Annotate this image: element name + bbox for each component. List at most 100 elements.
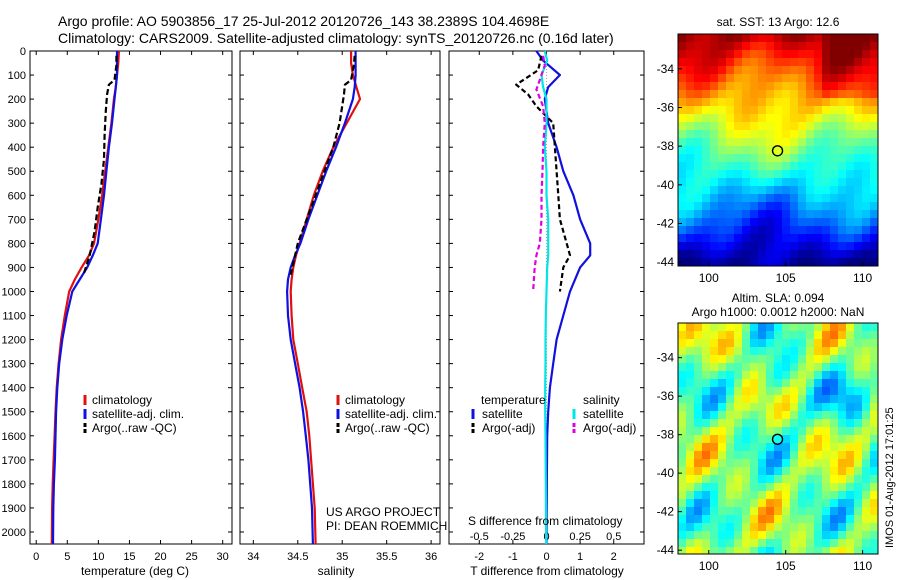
map-cell: [822, 507, 830, 515]
y-tick-label: 1100: [2, 311, 26, 323]
map-cell: [870, 194, 878, 202]
map-cell: [734, 250, 742, 258]
map-cell: [806, 226, 814, 234]
map-cell: [790, 122, 798, 130]
map-cell: [870, 451, 878, 459]
map-cell: [742, 90, 750, 98]
map-cell: [838, 411, 846, 419]
map-cell: [710, 106, 718, 114]
map-cell: [822, 106, 830, 114]
map-cell: [734, 114, 742, 122]
map-cell: [782, 234, 790, 242]
map-cell: [846, 194, 854, 202]
map-cell: [790, 323, 798, 331]
map-cell: [758, 499, 766, 507]
map-cell: [838, 531, 846, 539]
map-cell: [806, 82, 814, 90]
map-cell: [766, 499, 774, 507]
series-line: [289, 55, 356, 275]
map-cell: [694, 347, 702, 355]
map-cell: [774, 210, 782, 218]
map-cell: [806, 258, 814, 266]
map-cell: [766, 258, 774, 266]
argo-float-marker: [771, 433, 784, 445]
map-cell: [686, 250, 694, 258]
map-cell: [750, 42, 758, 50]
map-cell: [846, 210, 854, 218]
map-cell: [790, 339, 798, 347]
map-cell: [718, 90, 726, 98]
map-cell: [734, 42, 742, 50]
map-cell: [814, 82, 822, 90]
map-cell: [702, 387, 710, 395]
map-cell: [814, 210, 822, 218]
map-cell: [854, 547, 862, 554]
map-cell: [830, 114, 838, 122]
map-cell: [790, 475, 798, 483]
map-cell: [686, 387, 694, 395]
map-cell: [782, 162, 790, 170]
map-cell: [870, 202, 878, 210]
map-cell: [702, 395, 710, 403]
map-cell: [758, 451, 766, 459]
y-tick-label: 300: [8, 118, 26, 130]
series-line: [532, 55, 546, 292]
map-cell: [830, 515, 838, 523]
map-cell: [734, 82, 742, 90]
map-cell: [694, 379, 702, 387]
map-cell: [742, 170, 750, 178]
map-cell: [870, 258, 878, 266]
map-cell: [678, 154, 686, 162]
map-cell: [870, 491, 878, 499]
map-cell: [694, 371, 702, 379]
map-cell: [750, 210, 758, 218]
map-cell: [694, 467, 702, 475]
map-cell: [686, 210, 694, 218]
legend-label-s-satellite: satellite: [583, 407, 624, 421]
map-cell: [870, 170, 878, 178]
map-cell: [790, 90, 798, 98]
map-cell: [694, 114, 702, 122]
map-cell: [782, 42, 790, 50]
map-cell: [718, 34, 726, 42]
map-cell: [774, 451, 782, 459]
map-cell: [766, 186, 774, 194]
map-cell: [750, 499, 758, 507]
map-cell: [718, 42, 726, 50]
map-cell: [790, 371, 798, 379]
map-cell: [750, 347, 758, 355]
map-cell: [710, 443, 718, 451]
map-cell: [702, 178, 710, 186]
difference-plot-area: -2 -1 0 1 2-0.5 -0.25 0 0.25 0.5: [448, 50, 645, 563]
map-cell: [838, 323, 846, 331]
map-cell: [846, 467, 854, 475]
map-cell: [686, 451, 694, 459]
map-cell: [678, 523, 686, 531]
map-cell: [790, 347, 798, 355]
map-cell: [742, 218, 750, 226]
map-cell: [710, 419, 718, 427]
map-cell: [686, 154, 694, 162]
map-cell: [862, 435, 870, 443]
map-cell: [830, 435, 838, 443]
map-cell: [814, 491, 822, 499]
map-cell: [702, 347, 710, 355]
map-cell: [782, 170, 790, 178]
map-cell: [758, 242, 766, 250]
y-tick-label: 1000: [2, 286, 26, 298]
map-cell: [710, 323, 718, 331]
map-cell: [726, 82, 734, 90]
map-y-tick-label: -34: [657, 351, 675, 365]
map-cell: [774, 515, 782, 523]
map-cell: [862, 539, 870, 547]
map-cell: [782, 507, 790, 515]
map-cell: [822, 170, 830, 178]
map-cell: [782, 114, 790, 122]
map-cell: [694, 170, 702, 178]
map-cell: [710, 403, 718, 411]
map-cell: [822, 42, 830, 50]
map-cell: [854, 363, 862, 371]
map-cell: [686, 146, 694, 154]
map-cell: [678, 419, 686, 427]
map-cell: [862, 162, 870, 170]
